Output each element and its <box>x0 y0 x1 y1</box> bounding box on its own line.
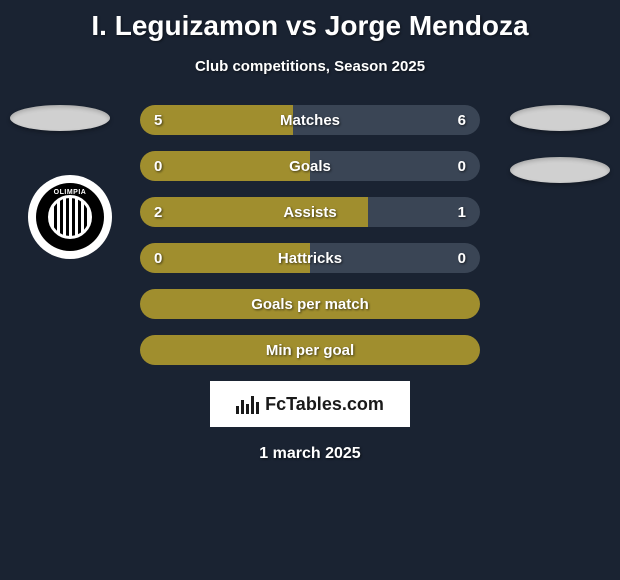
player-left-placeholder <box>10 105 110 131</box>
stat-label: Matches <box>140 112 480 129</box>
page-title: I. Leguizamon vs Jorge Mendoza <box>0 10 620 42</box>
badge-team-name: OLIMPIA <box>36 189 104 196</box>
team-right-placeholder <box>510 157 610 183</box>
stat-label: Min per goal <box>140 342 480 359</box>
stat-label: Hattricks <box>140 250 480 267</box>
stat-label: Goals <box>140 158 480 175</box>
bar-chart-icon <box>236 394 259 414</box>
stat-row: 00Goals <box>140 151 480 181</box>
stat-row: Min per goal <box>140 335 480 365</box>
comparison-card: I. Leguizamon vs Jorge Mendoza Club comp… <box>0 0 620 463</box>
crest-stripes-icon <box>48 195 92 239</box>
stat-label: Assists <box>140 204 480 221</box>
stat-row: 00Hattricks <box>140 243 480 273</box>
subtitle: Club competitions, Season 2025 <box>0 58 620 75</box>
watermark-text: FcTables.com <box>265 394 384 415</box>
stat-label: Goals per match <box>140 296 480 313</box>
date-label: 1 march 2025 <box>0 445 620 463</box>
player-right-placeholder <box>510 105 610 131</box>
stat-row: 21Assists <box>140 197 480 227</box>
stats-area: OLIMPIA 56Matches 00Goals 21Assists 00Hattr… <box>0 105 620 365</box>
stat-rows: 56Matches 00Goals 21Assists 00Hattricks Goal… <box>140 105 480 365</box>
stat-row: 56Matches <box>140 105 480 135</box>
watermark: FcTables.com <box>210 381 410 427</box>
team-left-badge: OLIMPIA <box>28 175 112 259</box>
stat-row: Goals per match <box>140 289 480 319</box>
olimpia-crest: OLIMPIA <box>36 183 104 251</box>
